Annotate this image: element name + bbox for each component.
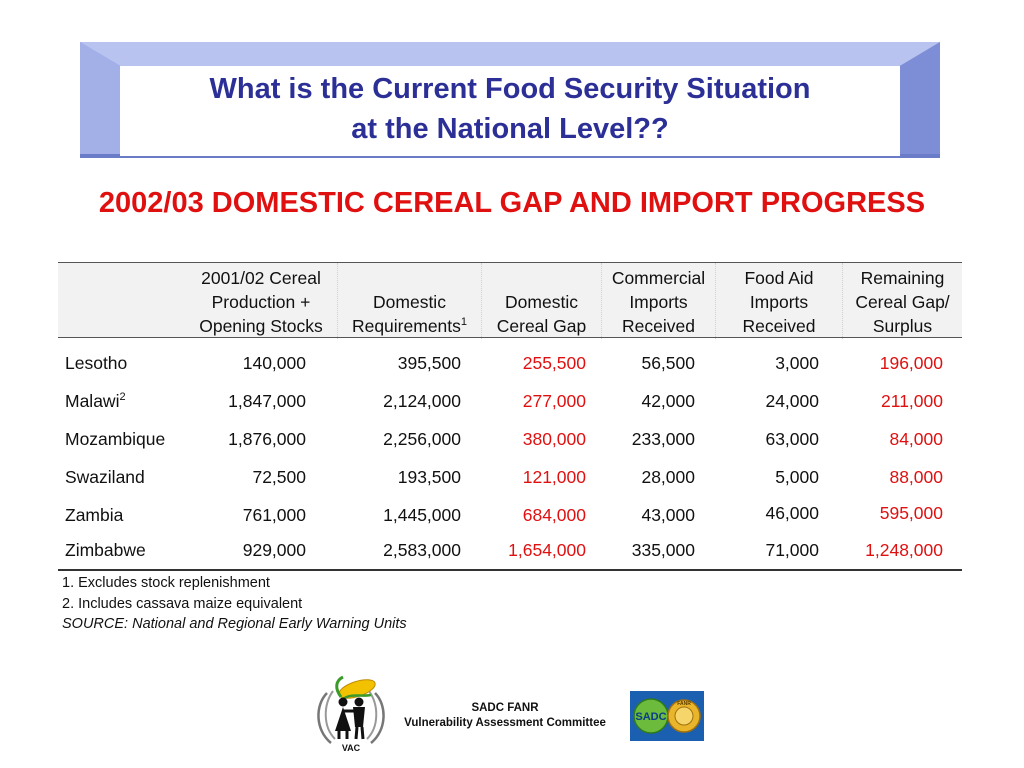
header-commercial: Commercial Imports Received <box>601 263 715 339</box>
cell-gap: 1,654,000 <box>508 540 586 560</box>
header-production-line-2: Production + <box>211 292 311 312</box>
header-commercial-line-3: Received <box>622 316 695 336</box>
cell-production: 929,000 <box>242 540 306 560</box>
cell-production: 140,000 <box>242 353 306 373</box>
cell-food-aid: 46,000 <box>765 503 819 523</box>
table-row: Zambia 761,000 1,445,000 684,000 43,000 … <box>58 496 962 534</box>
header-commercial-line-1: Commercial <box>611 268 706 288</box>
cell-gap: 277,000 <box>522 391 586 411</box>
footer-org-line-1: SADC FANR <box>471 702 539 714</box>
cell-gap: 255,500 <box>522 353 586 373</box>
header-requirements: Domestic Requirements1 <box>337 263 481 339</box>
cell-food-aid: 3,000 <box>775 353 819 373</box>
cell-requirements: 2,124,000 <box>383 391 461 411</box>
cell-remaining: 84,000 <box>889 429 943 449</box>
cell-country: Zimbabwe <box>65 540 146 560</box>
cell-gap: 684,000 <box>522 505 586 525</box>
vac-logo-graphic: VAC <box>317 675 385 753</box>
cell-remaining: 595,000 <box>879 503 943 523</box>
cell-production: 1,876,000 <box>228 429 306 449</box>
header-food-aid-line-1: Food Aid <box>744 268 814 288</box>
cell-food-aid: 71,000 <box>765 540 819 560</box>
vac-logo-label: VAC <box>342 743 361 753</box>
table-row: Swaziland 72,500 193,500 121,000 28,000 … <box>58 458 962 496</box>
vac-logo: VAC <box>313 675 389 755</box>
table-row: Malawi2 1,847,000 2,124,000 277,000 42,0… <box>58 382 962 420</box>
footer-org-line-2: Vulnerability Assessment Committee <box>404 717 606 729</box>
table-row: Mozambique 1,876,000 2,256,000 380,000 2… <box>58 420 962 458</box>
header-remaining-line-3: Surplus <box>872 316 933 336</box>
cell-country: Swaziland <box>65 467 145 487</box>
cell-commercial: 233,000 <box>631 429 695 449</box>
header-requirements-line-1: Domestic <box>373 292 446 312</box>
cell-commercial: 42,000 <box>641 391 695 411</box>
header-gap: Domestic Cereal Gap <box>481 263 601 339</box>
header-production-line-1: 2001/02 Cereal <box>201 268 321 288</box>
cell-production: 1,847,000 <box>228 391 306 411</box>
sadc-logo-label: SADC <box>635 711 666 723</box>
table-row: Zimbabwe 929,000 2,583,000 1,654,000 335… <box>58 531 962 569</box>
cell-requirements: 2,583,000 <box>383 540 461 560</box>
sadc-fanr-logo: SADC FANR <box>630 691 704 741</box>
cell-commercial: 56,500 <box>641 353 695 373</box>
cell-production: 72,500 <box>252 467 306 487</box>
title-panel: What is the Current Food Security Situat… <box>120 66 900 156</box>
cell-country: Malawi2 <box>65 391 126 411</box>
table-bottom-rule <box>58 569 962 571</box>
cell-commercial: 43,000 <box>641 505 695 525</box>
table-header: 2001/02 Cereal Production + Opening Stoc… <box>58 262 962 339</box>
header-gap-line-1: Domestic <box>505 292 578 312</box>
cell-commercial: 28,000 <box>641 467 695 487</box>
cell-country: Lesotho <box>65 353 128 373</box>
cell-remaining: 88,000 <box>889 467 943 487</box>
cell-food-aid: 24,000 <box>765 391 819 411</box>
header-remaining-line-1: Remaining <box>860 268 945 288</box>
cereal-gap-table: 2001/02 Cereal Production + Opening Stoc… <box>58 262 962 571</box>
header-food-aid-line-2: Imports <box>749 292 809 312</box>
table-heading: 2002/03 DOMESTIC CEREAL GAP AND IMPORT P… <box>98 187 926 219</box>
cell-food-aid: 5,000 <box>775 467 819 487</box>
title-frame: What is the Current Food Security Situat… <box>80 42 940 158</box>
cell-commercial: 335,000 <box>631 540 695 560</box>
footnote-2: 2. Includes cassava maize equivalent <box>62 595 303 612</box>
cell-gap: 380,000 <box>522 429 586 449</box>
title-frame-bevel-bottom <box>80 154 940 158</box>
header-production-line-3: Opening Stocks <box>199 316 323 336</box>
cell-gap: 121,000 <box>522 467 586 487</box>
cell-country: Zambia <box>65 505 124 525</box>
cell-requirements: 2,256,000 <box>383 429 461 449</box>
page-title-line-1: What is the Current Food Security Situat… <box>209 73 811 105</box>
footnotes: 1. Excludes stock replenishment 2. Inclu… <box>62 573 407 635</box>
header-food-aid: Food Aid Imports Received <box>715 263 842 339</box>
cell-production: 761,000 <box>242 505 306 525</box>
page-title-line-2: at the National Level?? <box>351 113 669 145</box>
cell-country: Mozambique <box>65 429 166 449</box>
cell-food-aid: 63,000 <box>765 429 819 449</box>
cell-remaining: 196,000 <box>879 353 943 373</box>
header-food-aid-line-3: Received <box>742 316 816 336</box>
title-frame-bevel-top <box>80 42 940 66</box>
cell-requirements: 1,445,000 <box>383 505 461 525</box>
header-gap-line-2: Cereal Gap <box>496 316 587 336</box>
header-remaining-line-2: Cereal Gap/ <box>855 292 950 312</box>
cell-requirements: 193,500 <box>397 467 461 487</box>
footer-organisation: SADC FANR Vulnerability Assessment Commi… <box>392 701 618 731</box>
sadc-fanr-logo-graphic: SADC FANR <box>630 691 704 741</box>
cell-remaining: 1,248,000 <box>865 540 943 560</box>
fanr-logo-label: FANR <box>677 701 691 707</box>
header-remaining: Remaining Cereal Gap/ Surplus <box>842 263 962 339</box>
header-requirements-line-2: Requirements <box>351 316 461 336</box>
footnote-1: 1. Excludes stock replenishment <box>62 575 270 591</box>
source-note: SOURCE: National and Regional Early Warn… <box>62 616 407 632</box>
table-row: Lesotho 140,000 395,500 255,500 56,500 3… <box>58 344 962 382</box>
header-commercial-line-2: Imports <box>629 292 688 312</box>
header-production: 2001/02 Cereal Production + Opening Stoc… <box>185 263 337 339</box>
header-requirements-footnote-marker: 1 <box>460 316 468 329</box>
cell-remaining: 211,000 <box>881 391 943 411</box>
cell-requirements: 395,500 <box>397 353 461 373</box>
